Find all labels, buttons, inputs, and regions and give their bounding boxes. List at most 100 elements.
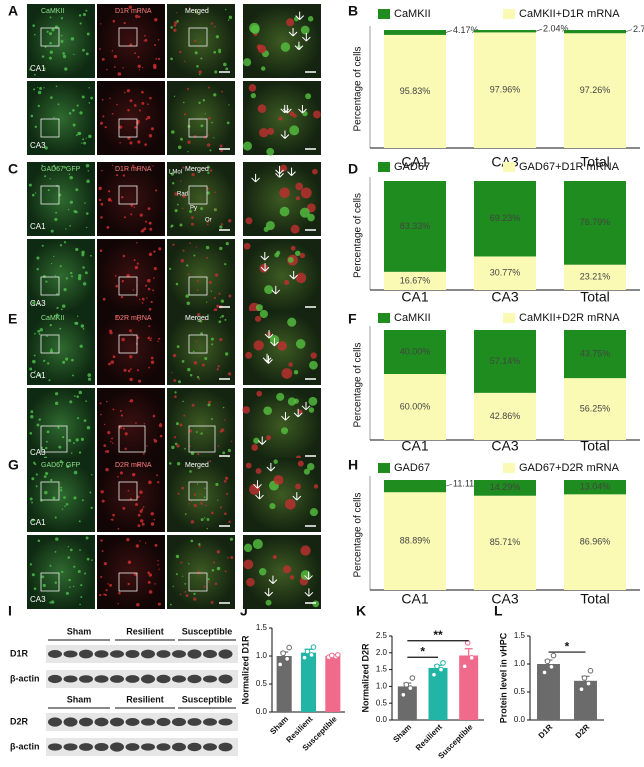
cell	[79, 111, 83, 115]
legend-label: GAD67	[394, 462, 430, 474]
cell	[65, 228, 67, 230]
cell	[248, 84, 257, 92]
cell	[144, 542, 147, 544]
blot-band	[203, 743, 217, 751]
cell	[217, 365, 220, 368]
cell	[149, 227, 153, 231]
cell	[112, 513, 115, 517]
x-tick-label: Total	[580, 289, 610, 305]
cell	[191, 172, 195, 177]
cell	[302, 110, 308, 117]
blot-band	[141, 674, 155, 684]
cell	[180, 561, 183, 564]
cell	[147, 115, 151, 120]
cell	[313, 484, 319, 489]
blot-band	[94, 675, 109, 683]
cell	[295, 272, 307, 284]
cell	[77, 569, 81, 573]
cell	[129, 377, 133, 382]
inset-box	[118, 27, 138, 47]
x-tick-label: Total	[580, 591, 610, 607]
panel-letter: K	[356, 603, 366, 619]
arrow	[266, 462, 276, 472]
cell	[150, 356, 154, 360]
cell	[222, 406, 225, 409]
blot-band	[156, 717, 171, 727]
cell	[283, 565, 292, 574]
cell	[187, 140, 191, 144]
cell	[224, 318, 227, 321]
cell	[213, 561, 216, 564]
data-point	[434, 663, 440, 670]
x-tick-label: Resilient	[414, 722, 444, 752]
cell	[295, 182, 304, 191]
cell	[85, 52, 89, 56]
cell	[127, 369, 131, 373]
cell	[176, 444, 180, 448]
blot-band	[218, 742, 233, 752]
cell	[215, 208, 218, 211]
cell	[175, 554, 180, 559]
significance-label: *	[565, 639, 570, 653]
cell	[65, 591, 69, 595]
cell	[150, 300, 153, 304]
cell	[106, 68, 108, 71]
cell	[157, 559, 159, 562]
cell	[251, 444, 259, 451]
cell	[36, 268, 39, 271]
cell	[31, 501, 33, 504]
cell	[87, 373, 92, 377]
y-tick-label: 0.0	[256, 707, 268, 716]
cell	[78, 451, 82, 454]
cell	[138, 109, 141, 112]
cell	[72, 374, 74, 377]
cell	[31, 477, 35, 481]
cell	[143, 423, 146, 425]
cell	[43, 359, 46, 362]
cell	[193, 597, 197, 601]
group-label: Susceptible	[182, 626, 233, 636]
cell	[99, 249, 103, 252]
cell	[207, 171, 210, 174]
arrow	[251, 173, 260, 183]
blot-band	[94, 650, 109, 658]
cell	[190, 539, 194, 543]
cell	[122, 427, 125, 430]
cell	[195, 246, 198, 248]
cell	[60, 17, 64, 20]
cell	[98, 198, 102, 202]
cell	[63, 496, 66, 499]
cell	[147, 207, 151, 211]
micrograph	[97, 311, 165, 385]
data-point	[403, 681, 410, 688]
cell	[135, 295, 138, 297]
cell	[184, 447, 186, 450]
bar-segment	[384, 34, 446, 148]
cell	[73, 395, 76, 397]
cell	[46, 362, 50, 365]
cell	[147, 571, 150, 574]
cell	[194, 39, 197, 42]
cell	[188, 503, 190, 505]
cell	[181, 360, 185, 363]
cell	[257, 44, 267, 54]
x-tick-label: CA3	[491, 591, 518, 607]
bar-segment	[384, 374, 446, 440]
cell	[206, 527, 208, 530]
cell	[170, 26, 173, 29]
cell	[196, 65, 199, 68]
cell	[295, 196, 300, 201]
cell	[173, 24, 177, 27]
cell	[157, 340, 159, 343]
cell	[171, 130, 175, 134]
group-label: Resilient	[126, 626, 164, 636]
data-point	[581, 675, 588, 681]
value-label: 14.29%	[490, 482, 521, 492]
cell	[99, 121, 104, 125]
label-leader	[445, 30, 453, 33]
micrograph	[243, 239, 321, 313]
cell	[146, 103, 149, 106]
cell	[188, 429, 192, 433]
cell	[250, 25, 260, 35]
cell	[123, 91, 126, 94]
